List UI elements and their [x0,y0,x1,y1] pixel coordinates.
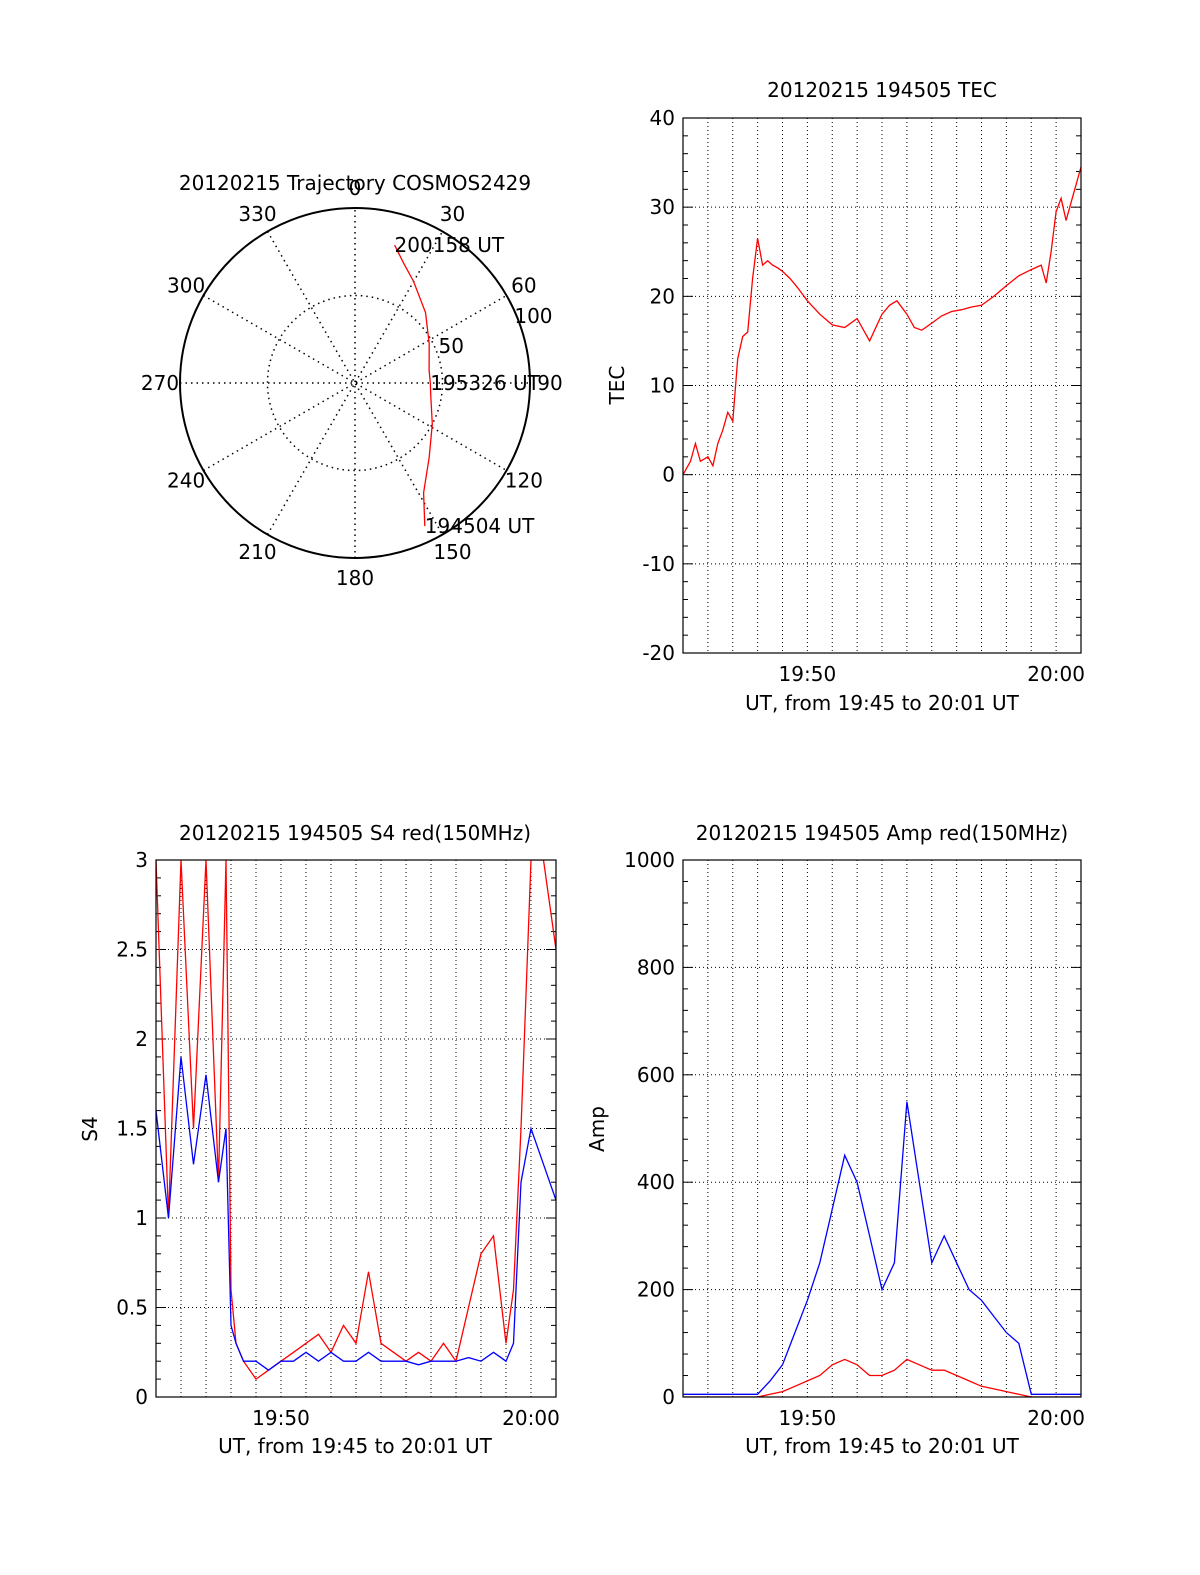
x-tick-label: 19:50 [779,1406,837,1430]
azimuth-label-180: 180 [336,566,374,590]
y-tick-label: -10 [642,552,675,576]
y-tick-label: 0.5 [116,1296,148,1320]
series-line [683,1101,1081,1395]
y-tick-label: 0 [662,463,675,487]
azimuth-label-330: 330 [238,202,276,226]
azimuth-label-30: 30 [440,202,465,226]
s4-title: 20120215 194505 S4 red(150MHz) [179,821,531,845]
polar-ring-50 [266,294,444,472]
series-line [156,860,556,1381]
tec-title: 20120215 194505 TEC [767,78,997,102]
y-tick-label: 1 [135,1206,148,1230]
series-group [683,166,1081,476]
s4-xlabel: UT, from 19:45 to 20:01 UT [218,1434,493,1458]
trajectory-annotation: 200158 UT [395,233,505,257]
azimuth-label-300: 300 [167,274,205,298]
amp-xlabel: UT, from 19:45 to 20:01 UT [745,1434,1020,1458]
y-tick-label: 800 [637,955,675,979]
x-tick-label: 20:00 [502,1406,560,1430]
polar-spoke-120 [203,294,507,472]
azimuth-label-60: 60 [511,274,536,298]
s4-ylabel: S4 [78,1116,102,1141]
trajectory-annotation: 194504 UT [425,514,535,538]
y-tick-label: 2.5 [116,938,148,962]
azimuth-label-150: 150 [433,540,471,564]
y-tick-label: 200 [637,1278,675,1302]
polar-radial-labels: 50 100 [438,304,552,358]
x-tick-label: 20:00 [1027,662,1085,686]
s4-panel: 20120215 194505 S4 red(150MHz) 0 0.5 1 1.5 2… [78,821,560,1458]
polar-annotations: 200158 UT 195326 UT 194504 UT [395,233,541,538]
y-tick-label: 600 [637,1063,675,1087]
amp-ylabel: Amp [585,1106,609,1152]
azimuth-label-0: 0 [349,176,362,200]
polar-spoke-150 [266,231,444,535]
trajectory-annotation: 195326 UT [430,371,540,395]
y-tick-label: 20 [650,284,675,308]
plot-frame [682,859,1082,1398]
trajectory-line [394,244,433,527]
radial-label-50: 50 [438,334,463,358]
series-line [683,166,1081,476]
amp-title: 20120215 194505 Amp red(150MHz) [696,821,1068,845]
tec-panel: 20120215 194505 TEC -20 -10 0 10 20 30 40 19:50… [605,78,1085,715]
y-tick-label: 2 [135,1027,148,1051]
y-tick-label: -20 [642,641,675,665]
plot-frame [682,117,1082,654]
x-tick-label: 19:50 [779,662,837,686]
x-tick-label: 19:50 [252,1406,310,1430]
tec-ylabel: TEC [605,366,629,406]
y-tick-label: 40 [650,106,675,130]
amp-plot-area: 0 200 400 600 800 1000 19:50 20:00 [624,848,1085,1430]
y-tick-label: 0 [135,1385,148,1409]
polar-azimuth-labels: 0 30 60 90 120 150 180 210 240 270 300 330 [141,176,563,590]
azimuth-label-210: 210 [238,540,276,564]
polar-trajectory-series [394,244,433,527]
s4-plot-area: 0 0.5 1 1.5 2 2.5 3 19:50 20:00 [116,848,560,1430]
y-tick-label: 1000 [624,848,675,872]
azimuth-label-240: 240 [167,469,205,493]
y-tick-label: 0 [662,1385,675,1409]
tec-plot-area: -20 -10 0 10 20 30 40 19:50 20:00 [642,106,1085,686]
trajectory-title: 20120215 Trajectory COSMOS2429 [179,171,531,195]
y-tick-label: 1.5 [116,1117,148,1141]
y-tick-label: 400 [637,1170,675,1194]
y-tick-label: 10 [650,374,675,398]
series-line [156,1056,556,1372]
radial-label-100: 100 [514,304,552,328]
y-tick-label: 3 [135,848,148,872]
x-tick-label: 20:00 [1027,1406,1085,1430]
series-group [683,1101,1081,1397]
polar-spoke-60 [203,294,507,472]
series-group [156,860,556,1381]
tec-xlabel: UT, from 19:45 to 20:01 UT [745,691,1020,715]
amp-panel: 20120215 194505 Amp red(150MHz) 0 200 400 6… [585,821,1085,1458]
y-tick-label: 30 [650,195,675,219]
plot-frame [155,859,557,1398]
azimuth-label-90: 90 [537,371,562,395]
azimuth-label-270: 270 [141,371,179,395]
azimuth-label-120: 120 [505,469,543,493]
trajectory-panel: 20120215 Trajectory COSMOS2429 0 30 60 90 12… [141,171,563,590]
series-line [683,1358,1081,1397]
